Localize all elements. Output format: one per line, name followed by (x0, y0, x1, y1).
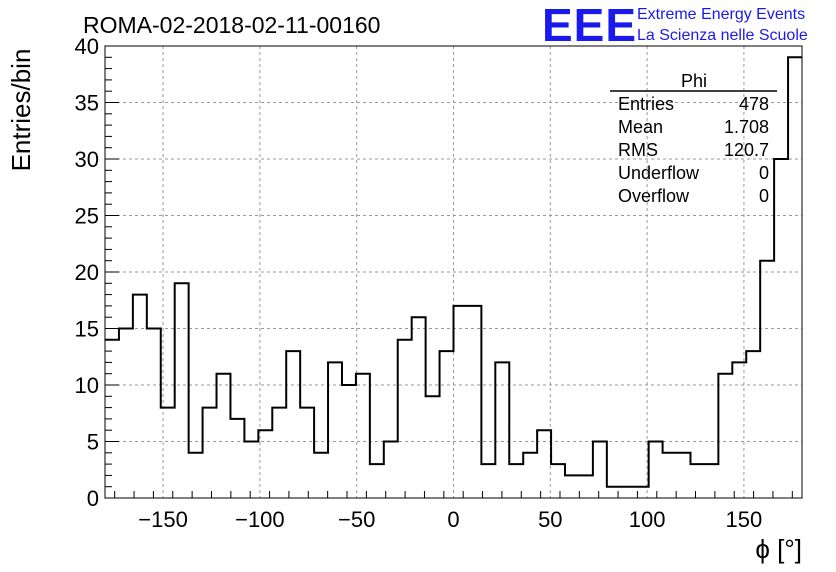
y-tick-label: 20 (75, 260, 99, 285)
axis-ticks (105, 45, 793, 499)
histogram-bin (398, 340, 412, 498)
stats-value: 0 (759, 163, 769, 183)
histogram-bin (663, 453, 677, 498)
histogram-bin (718, 374, 732, 498)
y-tick-label: 30 (75, 147, 99, 172)
stats-label: Underflow (618, 163, 700, 183)
histogram-bin (788, 57, 802, 498)
histogram-bin (649, 442, 663, 499)
x-axis-title: ϕ [°] (755, 534, 802, 564)
histogram-bin (537, 430, 551, 498)
histogram-bin (328, 362, 342, 498)
histogram-bin (384, 442, 398, 499)
histogram-bin (593, 442, 607, 499)
stats-value: 1.708 (724, 117, 769, 137)
stats-value: 0 (759, 186, 769, 206)
histogram-bin (635, 487, 649, 498)
histogram-bin (481, 464, 495, 498)
tick-labels: −150 −100 −50 0 50 100 150 0 5 10 15 20 25 30 35 40 (75, 34, 763, 532)
x-tick-label: −150 (138, 507, 188, 532)
stats-label: RMS (618, 140, 658, 160)
histogram-bin (412, 317, 426, 498)
histogram-bin (272, 408, 286, 498)
histogram-bin (454, 306, 468, 498)
histogram-bin (426, 396, 440, 498)
stats-label: Mean (618, 117, 663, 137)
stats-name: Phi (681, 71, 707, 91)
y-tick-label: 10 (75, 373, 99, 398)
histogram-bin (119, 329, 133, 499)
x-tick-label: −100 (235, 507, 285, 532)
histogram-bin (258, 430, 272, 498)
stats-box: Phi Entries 478 Mean 1.708 RMS 120.7 Underflow… (610, 71, 777, 206)
x-tick-label: 150 (726, 507, 763, 532)
stats-label: Overflow (618, 186, 690, 206)
histogram-outline (105, 56, 802, 488)
histogram-bin (760, 261, 774, 498)
y-tick-label: 0 (87, 486, 99, 511)
histogram-bin (523, 453, 537, 498)
logo-line-2: La Scienza nelle Scuole (637, 27, 808, 44)
histogram-bin (704, 464, 718, 498)
y-axis-title: Entries/bin (6, 49, 36, 172)
x-tick-label: 100 (629, 507, 666, 532)
histogram-bin (746, 351, 760, 498)
histogram-bin (551, 464, 565, 498)
histogram-bin (300, 408, 314, 498)
y-tick-label: 5 (87, 430, 99, 455)
eee-logo: EEE Extreme Energy Events La Scienza nel… (542, 0, 808, 51)
histogram-bin (579, 475, 593, 498)
histogram-series (105, 56, 802, 499)
x-tick-label: 0 (447, 507, 459, 532)
y-tick-label: 35 (75, 91, 99, 116)
grid (105, 45, 802, 498)
histogram-bin (217, 374, 231, 498)
histogram-bin (175, 283, 189, 498)
x-tick-label: 50 (538, 507, 562, 532)
histogram-bin (370, 464, 384, 498)
logo-line-1: Extreme Energy Events (637, 6, 805, 23)
histogram-bin (356, 374, 370, 498)
logo-mark: EEE (542, 0, 637, 51)
histogram-bin (607, 487, 621, 498)
stats-value: 120.7 (724, 140, 769, 160)
histogram-bin (440, 351, 454, 498)
y-tick-label: 40 (75, 34, 99, 59)
histogram-bin (286, 351, 300, 498)
histogram-bin (133, 295, 147, 498)
histogram-bin (230, 419, 244, 498)
histogram-bin (189, 453, 203, 498)
histogram-bin (203, 408, 217, 498)
histogram-bin (621, 487, 635, 498)
histogram-bin (147, 329, 161, 499)
histogram-bin (467, 306, 481, 498)
y-tick-label: 15 (75, 317, 99, 342)
y-tick-label: 25 (75, 204, 99, 229)
histogram-bin (314, 453, 328, 498)
histogram-bin (690, 464, 704, 498)
chart-title: ROMA-02-2018-02-11-00160 (83, 12, 380, 38)
histogram-bin (677, 453, 691, 498)
histogram-bin (565, 475, 579, 498)
stats-value: 478 (739, 94, 769, 114)
x-tick-label: −50 (338, 507, 375, 532)
histogram-bin (495, 362, 509, 498)
stats-label: Entries (618, 94, 674, 114)
histogram-bin (244, 442, 258, 499)
